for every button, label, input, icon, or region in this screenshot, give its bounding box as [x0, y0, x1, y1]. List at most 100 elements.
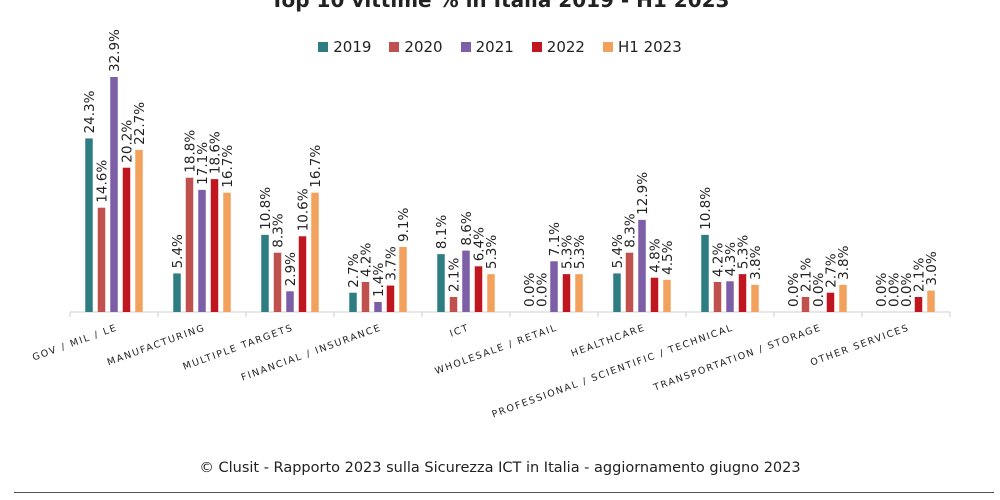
bar — [122, 167, 131, 312]
bar — [135, 149, 143, 312]
data-label: 20.2% — [120, 120, 136, 163]
data-label: 4.3% — [723, 242, 739, 276]
data-label: 0.0% — [522, 273, 538, 307]
legend-swatch — [318, 42, 329, 52]
bar — [85, 138, 93, 312]
legend-label: 2019 — [333, 38, 372, 56]
bar — [713, 282, 722, 312]
data-label: 4.8% — [648, 238, 664, 272]
bar — [374, 302, 382, 312]
data-label: 16.7% — [308, 145, 324, 188]
bar — [826, 292, 835, 312]
data-label: 8.6% — [459, 211, 475, 245]
bar — [738, 274, 747, 312]
data-label: 2.1% — [447, 258, 463, 292]
data-label: 5.3% — [736, 235, 752, 269]
bar — [449, 297, 458, 312]
bar — [210, 179, 219, 312]
legend-label: H1 2023 — [617, 38, 682, 56]
bar — [173, 273, 181, 312]
data-label: 2.7% — [346, 253, 362, 287]
bar — [361, 282, 370, 312]
bar — [839, 284, 847, 312]
bar — [198, 189, 206, 312]
data-label: 0.0% — [874, 273, 890, 307]
data-label: 7.1% — [547, 222, 563, 256]
bar — [286, 291, 294, 312]
category-label: ICT — [448, 322, 471, 339]
data-label: 8.3% — [623, 213, 639, 247]
data-label: 4.2% — [359, 243, 375, 277]
legend-item-2022: 2022 — [531, 38, 585, 56]
bar — [97, 207, 106, 312]
chart-title: Top 10 vittime % in Italia 2019 - H1 202… — [270, 0, 730, 12]
data-label: 4.2% — [711, 243, 727, 277]
legend-label: 2020 — [404, 38, 443, 56]
divider — [14, 492, 994, 493]
data-label: 2.9% — [283, 252, 299, 286]
bar — [223, 192, 231, 312]
bar — [386, 285, 395, 312]
data-label: 8.1% — [434, 215, 450, 249]
bar — [462, 250, 470, 312]
legend-swatch — [602, 42, 613, 52]
data-label: 0.0% — [887, 273, 903, 307]
data-label: 16.7% — [220, 145, 236, 188]
data-label: 0.0% — [786, 273, 802, 307]
legend-item-2021: 2021 — [460, 38, 514, 56]
bar — [914, 297, 923, 312]
data-label: 12.9% — [635, 172, 651, 215]
data-label: 5.3% — [572, 235, 588, 269]
data-label: 17.1% — [195, 142, 211, 185]
source-footer: © Clusit - Rapporto 2023 sulla Sicurezza… — [199, 460, 801, 476]
data-label: 2.7% — [824, 253, 840, 287]
bar — [663, 279, 671, 312]
data-label: 10.8% — [258, 187, 274, 230]
bar — [185, 177, 194, 312]
bar — [349, 292, 357, 312]
data-label: 14.6% — [95, 160, 111, 203]
data-label: 3.8% — [836, 245, 852, 279]
data-label: 4.5% — [660, 240, 676, 274]
bar — [110, 77, 118, 312]
bar — [613, 273, 621, 312]
data-label: 10.6% — [296, 188, 312, 231]
data-label: 10.8% — [698, 187, 714, 230]
bar — [801, 297, 810, 312]
data-label: 3.7% — [384, 246, 400, 280]
legend-swatch — [531, 42, 542, 52]
data-label: 5.4% — [170, 234, 186, 268]
bar — [399, 247, 407, 312]
data-label: 2.1% — [912, 258, 928, 292]
bar — [273, 252, 282, 312]
bar — [550, 261, 558, 312]
bar — [625, 252, 634, 312]
category-label: FINANCIAL / INSURANCE — [240, 322, 383, 383]
bar — [638, 219, 646, 312]
bar — [751, 284, 759, 312]
data-label: 24.3% — [82, 90, 98, 133]
bar — [311, 192, 319, 312]
category-label: HEALTHCARE — [570, 322, 647, 359]
data-label: 32.9% — [107, 29, 123, 72]
data-label: 9.1% — [396, 208, 412, 242]
category-label: OTHER SERVICES — [809, 322, 911, 368]
data-label: 3.8% — [748, 245, 764, 279]
legend: 2019 2020 2021 2022 H1 2023 — [0, 38, 1000, 56]
data-label: 0.0% — [899, 273, 915, 307]
bar — [437, 254, 445, 312]
data-label: 5.3% — [560, 235, 576, 269]
bar — [562, 274, 571, 312]
data-label: 8.3% — [271, 213, 287, 247]
legend-item-h1-2023: H1 2023 — [602, 38, 682, 56]
data-label: 1.4% — [371, 263, 387, 297]
data-label: 0.0% — [535, 273, 551, 307]
bar — [474, 266, 483, 312]
data-label: 5.3% — [484, 235, 500, 269]
bar — [701, 234, 709, 312]
data-label: 5.4% — [610, 234, 626, 268]
data-label: 3.0% — [924, 251, 940, 285]
data-label: 22.7% — [132, 102, 148, 145]
legend-swatch — [460, 42, 471, 52]
